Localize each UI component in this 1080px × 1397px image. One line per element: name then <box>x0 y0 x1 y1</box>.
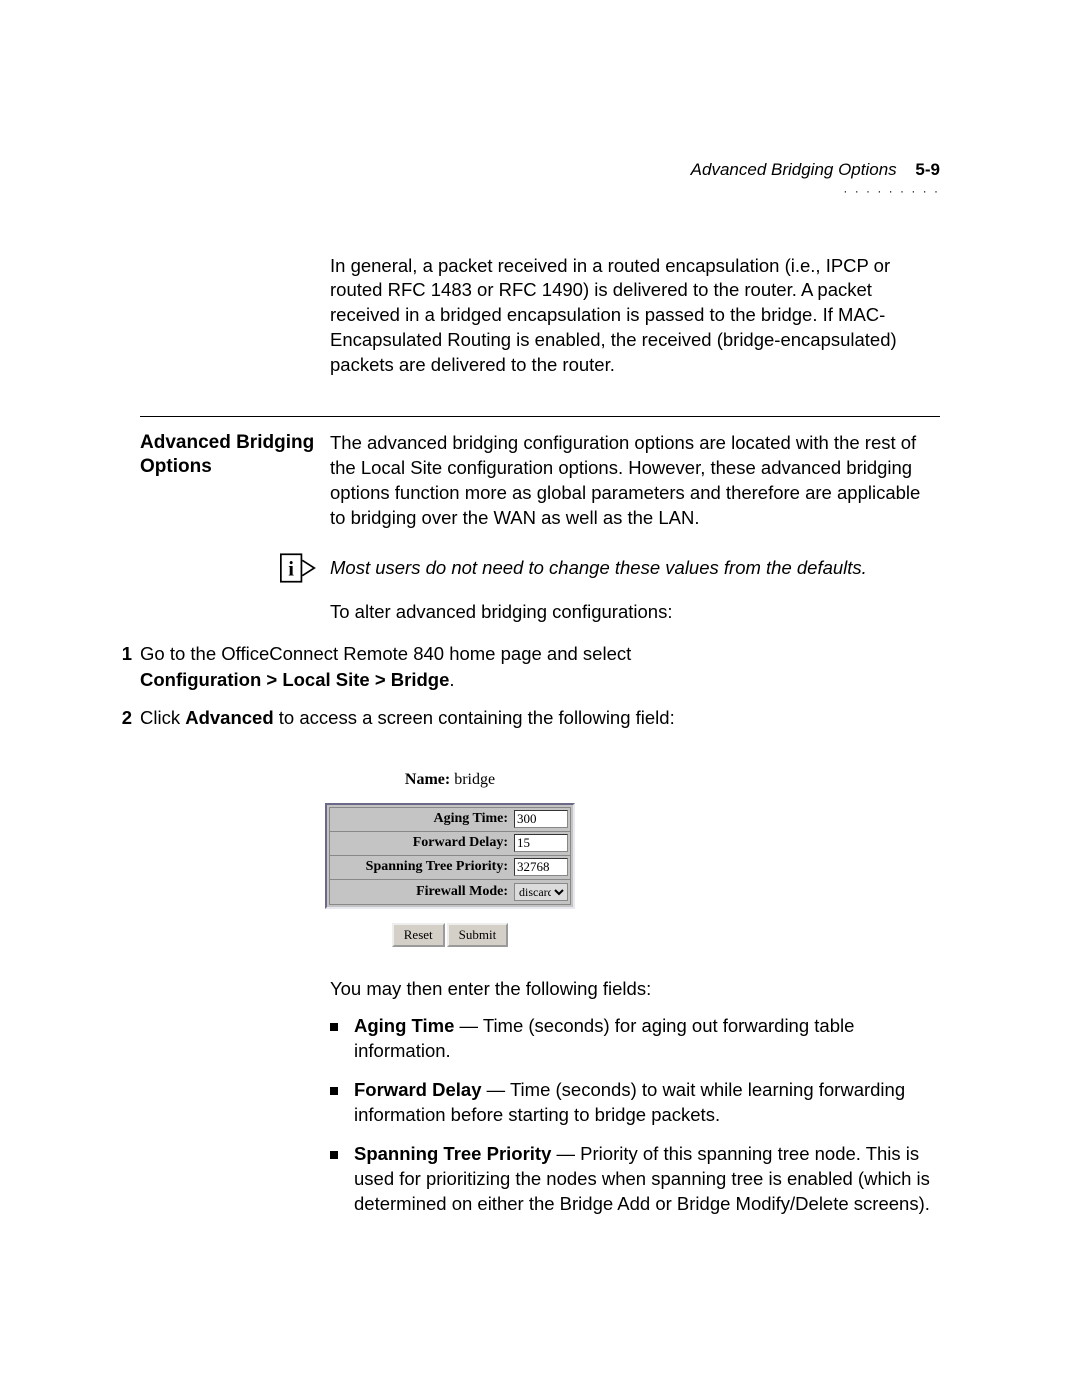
stp-priority-label: Spanning Tree Priority: <box>330 859 512 875</box>
bullet-icon <box>330 1151 344 1217</box>
firewall-mode-select[interactable]: discard <box>514 883 568 901</box>
aging-time-input[interactable] <box>514 810 568 828</box>
aging-time-label: Aging Time: <box>330 811 512 827</box>
field-aging-label: Aging Time <box>354 1015 454 1036</box>
step-2-text-c: to access a screen containing the follow… <box>274 707 675 728</box>
step-number: 1 <box>108 641 132 693</box>
form-row-firewall: Firewall Mode: discard <box>330 880 570 904</box>
header-section-title: Advanced Bridging Options <box>691 160 897 179</box>
bridge-form: Name: bridge Aging Time: Forward Delay: … <box>270 771 630 947</box>
header-page-number: 5-9 <box>915 160 940 179</box>
alter-line: To alter advanced bridging configuration… <box>330 601 940 623</box>
form-row-stp: Spanning Tree Priority: <box>330 856 570 880</box>
field-item-aging: Aging Time — Time (seconds) for aging ou… <box>330 1014 940 1064</box>
form-row-aging: Aging Time: <box>330 808 570 832</box>
fields-list: Aging Time — Time (seconds) for aging ou… <box>330 1014 940 1217</box>
step-2-text-b: Advanced <box>185 707 273 728</box>
info-icon: i <box>280 553 316 583</box>
bullet-icon <box>330 1023 344 1064</box>
content: In general, a packet received in a route… <box>140 235 940 1231</box>
section-intro: The advanced bridging configuration opti… <box>330 431 940 531</box>
section-divider <box>140 416 940 417</box>
field-stp-label: Spanning Tree Priority <box>354 1143 551 1164</box>
form-name-row: Name: bridge <box>270 771 630 789</box>
page: Advanced Bridging Options 5-9 · · · · · … <box>0 0 1080 1397</box>
field-item-forward: Forward Delay — Time (seconds) to wait w… <box>330 1078 940 1128</box>
form-buttons: ResetSubmit <box>270 923 630 947</box>
form-row-forward: Forward Delay: <box>330 832 570 856</box>
form-table: Aging Time: Forward Delay: Spanning Tree… <box>325 803 575 909</box>
svg-text:i: i <box>288 559 294 581</box>
submit-button[interactable]: Submit <box>447 923 509 947</box>
stp-priority-input[interactable] <box>514 858 568 876</box>
firewall-mode-label: Firewall Mode: <box>330 884 512 900</box>
steps-list: 1 Go to the OfficeConnect Remote 840 hom… <box>140 641 940 731</box>
step-2-text-a: Click <box>140 707 185 728</box>
section-heading: Advanced Bridging Options <box>140 431 330 479</box>
after-form: You may then enter the following fields:… <box>330 977 940 1217</box>
reset-button[interactable]: Reset <box>392 923 445 947</box>
step-1: 1 Go to the OfficeConnect Remote 840 hom… <box>140 641 940 693</box>
step-2: 2 Click Advanced to access a screen cont… <box>140 705 940 731</box>
header-dots: · · · · · · · · · <box>691 184 940 198</box>
step-number: 2 <box>108 705 132 731</box>
info-note-row: i Most users do not need to change these… <box>140 553 940 583</box>
intro-paragraph: In general, a packet received in a route… <box>330 254 940 379</box>
after-form-intro: You may then enter the following fields: <box>330 977 940 1002</box>
forward-delay-input[interactable] <box>514 834 568 852</box>
section-row: Advanced Bridging Options The advanced b… <box>140 431 940 549</box>
step-1-text-b: Configuration > Local Site > Bridge <box>140 669 449 690</box>
form-name-value: bridge <box>454 771 495 788</box>
bullet-icon <box>330 1087 344 1128</box>
field-item-stp: Spanning Tree Priority — Priority of thi… <box>330 1142 940 1217</box>
field-forward-label: Forward Delay <box>354 1079 482 1100</box>
page-header: Advanced Bridging Options 5-9 · · · · · … <box>691 160 940 199</box>
form-name-label: Name: <box>405 771 450 788</box>
step-1-text-c: . <box>449 669 454 690</box>
forward-delay-label: Forward Delay: <box>330 835 512 851</box>
info-note-text: Most users do not need to change these v… <box>330 557 867 579</box>
step-1-text-a: Go to the OfficeConnect Remote 840 home … <box>140 643 631 664</box>
